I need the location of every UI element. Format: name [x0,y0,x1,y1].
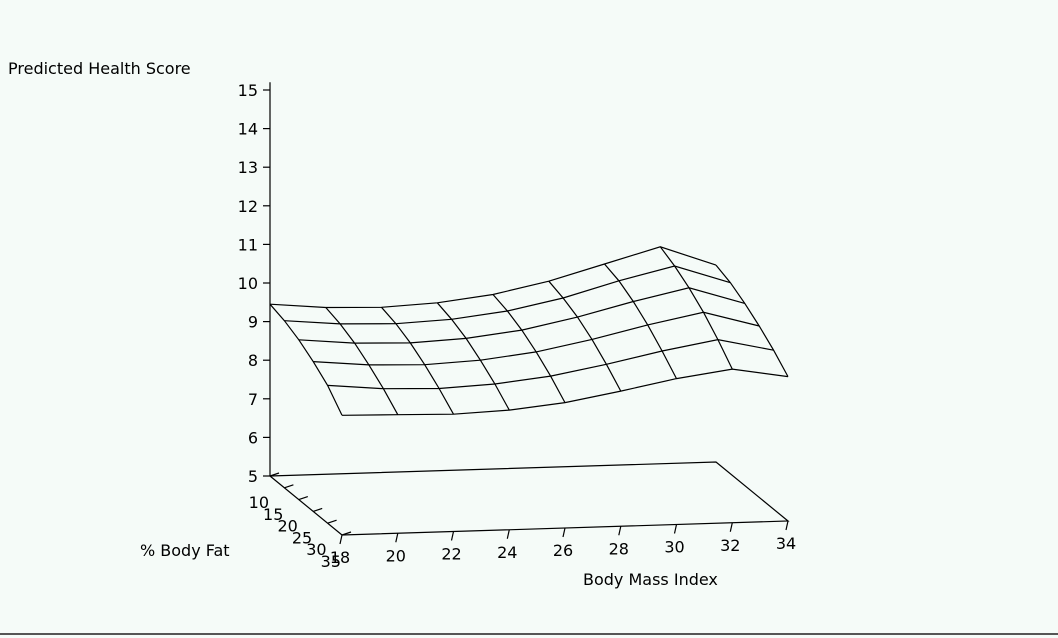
z-tick-label: 10 [238,274,258,293]
z-tick-label: 12 [238,197,258,216]
z-tick-label: 5 [248,467,258,486]
x-tick [450,531,455,541]
y-tick [313,507,323,512]
z-tick-label: 9 [248,313,258,332]
x-tick-label: 18 [330,548,350,567]
x-tick-label: 26 [553,541,573,560]
y-tick [298,496,308,501]
z-tick-label: 15 [238,81,258,100]
x-tick-label: 34 [776,534,796,553]
z-tick-label: 6 [248,428,258,447]
z-tick-label: 7 [248,390,258,409]
mesh-line-bmi-32 [659,246,733,370]
x-tick [673,524,678,534]
y-tick [341,531,352,536]
x-tick-label: 20 [386,546,406,565]
y-tick [284,484,294,489]
y-tick-label: 15 [263,505,283,524]
x-tick-label: 32 [720,536,740,555]
mesh-line-bmi-28 [548,280,622,392]
x-tick [729,522,733,532]
mesh-line-bmi-30 [604,263,678,379]
mesh-line-bmi-22 [381,306,455,415]
mesh-line-bodyfat-30 [327,338,774,390]
z-tick-label: 11 [238,235,258,254]
mesh-line-bmi-20 [325,307,399,415]
mesh-line-bmi-34 [715,264,789,377]
x-tick-label: 30 [664,538,684,557]
x-tick [395,533,399,543]
z-axis-label: Predicted Health Score [8,59,191,78]
x-tick [562,527,566,538]
y-tick-label: 20 [277,517,297,536]
x-tick [506,529,510,539]
bottom-rule [0,633,1058,635]
mesh-line-bodyfat-15 [284,265,731,325]
surface-mesh [269,246,789,416]
y-tick [269,472,280,477]
mesh-line-bodyfat-35 [341,368,789,416]
x-axis-label: Body Mass Index [583,570,718,589]
x-tick [339,534,343,545]
z-tick-label: 14 [238,120,258,139]
mesh-line-bmi-24 [436,302,510,411]
mesh-line-bodyfat-10 [269,246,717,309]
y-tick-label: 30 [306,540,326,559]
mesh-line-bodyfat-20 [298,287,745,344]
y-tick-label: 35 [321,552,341,571]
x-tick-label: 22 [441,545,461,564]
y-tick-label: 10 [249,493,269,512]
y-axis-label: % Body Fat [140,541,230,560]
floor-plane [268,461,790,536]
x-tick [785,520,789,531]
y-tick-label: 25 [292,528,312,547]
x-tick-label: 24 [497,543,517,562]
z-tick-label: 13 [238,158,258,177]
floor-outline [268,461,790,536]
mesh-line-bmi-26 [492,294,566,403]
mesh-line-bodyfat-25 [313,311,760,366]
x-tick [618,526,622,536]
z-tick-label: 8 [248,351,258,370]
y-tick [327,519,337,524]
mesh-line-bmi-18 [269,303,343,416]
x-tick-label: 28 [609,539,629,558]
